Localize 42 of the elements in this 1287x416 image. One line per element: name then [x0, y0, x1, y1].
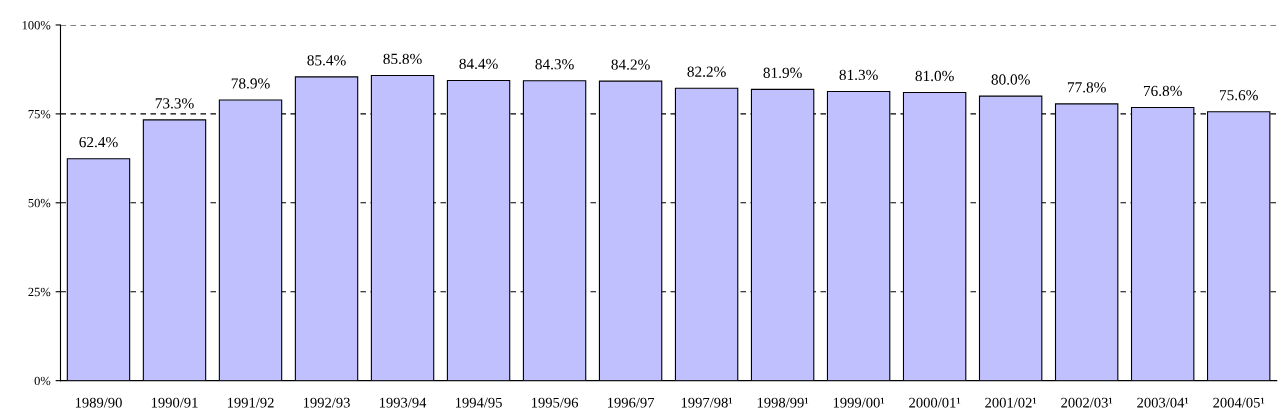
- data-label: 80.0%: [991, 74, 1030, 85]
- bar: [66, 158, 131, 381]
- data-label: 62.4%: [79, 136, 118, 148]
- data-label: 84.2%: [611, 59, 650, 70]
- data-label: 81.0%: [915, 70, 954, 82]
- x-tick-label: 2002/03¹: [1061, 397, 1113, 408]
- data-label: 84.4%: [459, 58, 498, 70]
- x-tick-label: 1996/97: [607, 397, 655, 408]
- x-tick-label: 2001/02¹: [985, 397, 1037, 408]
- x-tick-label: 2003/04¹: [1137, 397, 1189, 408]
- x-tick-label: 1998/99¹: [757, 397, 809, 408]
- bar: [218, 99, 283, 381]
- x-tick-label: 2000/01¹: [909, 397, 961, 408]
- y-tick-label: 50%: [28, 198, 51, 208]
- y-tick-label: 0%: [34, 376, 51, 386]
- bar: [902, 91, 967, 381]
- data-label: 84.3%: [535, 59, 574, 70]
- data-label: 81.3%: [839, 69, 878, 81]
- data-label: 77.8%: [1067, 82, 1106, 93]
- x-tick-label: 1993/94: [379, 397, 427, 408]
- x-tick-label: 1989/90: [75, 397, 122, 408]
- bar: [598, 80, 663, 381]
- x-tick-label: 1997/98¹: [681, 397, 733, 408]
- x-tick-label: 1990/91: [151, 397, 198, 408]
- y-tick-label: 25%: [28, 287, 51, 297]
- x-tick-label: 1992/93: [303, 397, 350, 408]
- x-tick-label: 2004/05¹: [1213, 397, 1265, 408]
- data-label: 85.4%: [307, 55, 346, 66]
- data-label: 76.8%: [1143, 85, 1182, 97]
- data-label: 85.8%: [383, 53, 422, 65]
- x-tick-label: 1995/96: [531, 397, 579, 408]
- y-tick-label: 100%: [22, 20, 51, 30]
- data-label: 73.3%: [155, 98, 194, 109]
- data-label: 82.2%: [687, 66, 726, 77]
- data-label: 81.9%: [763, 67, 802, 78]
- y-tick-label: 75%: [28, 109, 51, 119]
- x-tick-label: 1991/92: [227, 397, 274, 408]
- x-tick-label: 1994/95: [455, 397, 502, 408]
- bar: [750, 88, 815, 381]
- x-tick-label: 1999/00¹: [833, 397, 885, 408]
- data-label: 78.9%: [231, 78, 270, 89]
- data-label: 75.6%: [1219, 90, 1258, 101]
